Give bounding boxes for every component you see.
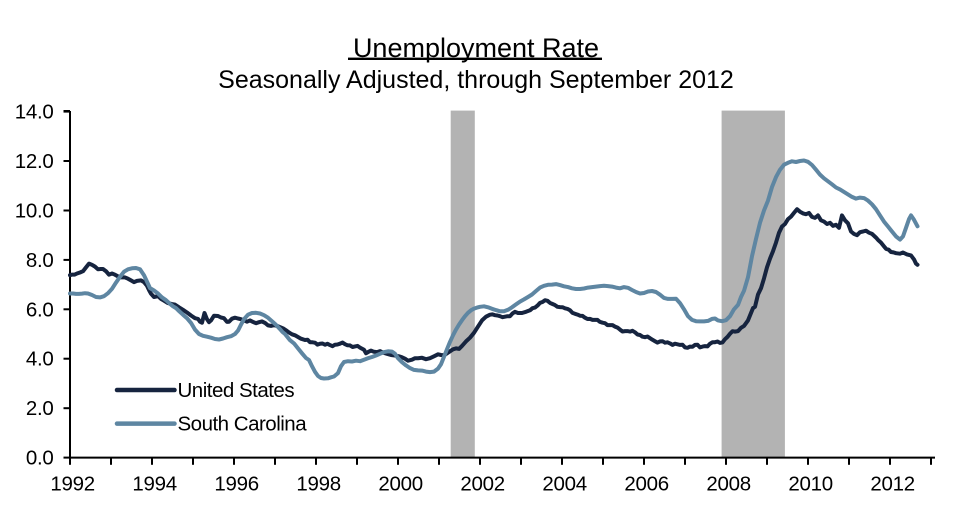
svg-text:Seasonally Adjusted, through S: Seasonally Adjusted, through September 2…: [218, 66, 734, 94]
svg-text:2010: 2010: [788, 473, 832, 496]
svg-text:2.0: 2.0: [26, 397, 54, 420]
svg-text:4.0: 4.0: [26, 348, 54, 371]
svg-text:2000: 2000: [378, 473, 422, 496]
svg-text:2002: 2002: [460, 473, 504, 496]
svg-text:2004: 2004: [542, 473, 586, 496]
svg-text:0.0: 0.0: [26, 447, 54, 470]
svg-text:6.0: 6.0: [26, 298, 54, 321]
svg-text:8.0: 8.0: [26, 249, 54, 272]
svg-text:12.0: 12.0: [15, 150, 54, 173]
svg-text:2012: 2012: [870, 473, 914, 496]
svg-text:1992: 1992: [50, 473, 94, 496]
svg-text:10.0: 10.0: [15, 200, 54, 223]
svg-text:14.0: 14.0: [15, 101, 54, 124]
svg-text:1994: 1994: [132, 473, 176, 496]
svg-text:2008: 2008: [706, 473, 750, 496]
svg-text:1996: 1996: [214, 473, 258, 496]
svg-text:United States: United States: [178, 379, 295, 402]
svg-text:1998: 1998: [296, 473, 340, 496]
svg-text:South Carolina: South Carolina: [178, 413, 308, 436]
svg-text:2006: 2006: [624, 473, 668, 496]
